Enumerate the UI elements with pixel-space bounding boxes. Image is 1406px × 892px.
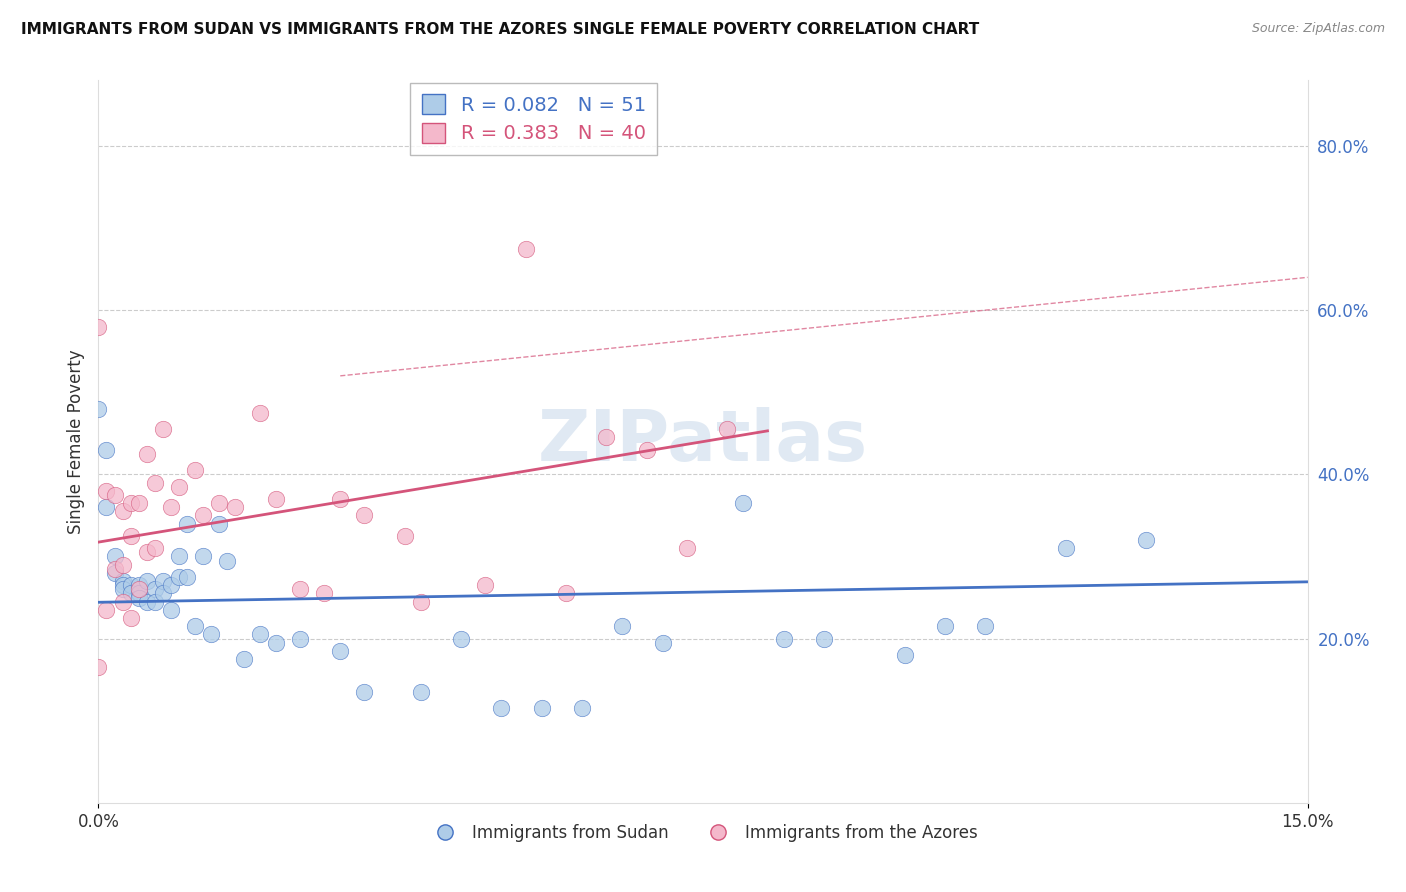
Point: [224, 500, 246, 515]
Point: [120, 496, 142, 510]
Point: [128, 591, 150, 605]
Point: [409, 594, 432, 608]
Point: [515, 242, 537, 256]
Point: [264, 636, 287, 650]
Point: [143, 594, 166, 608]
Point: [733, 496, 755, 510]
Point: [143, 582, 166, 597]
Point: [96, 442, 118, 457]
Point: [96, 603, 118, 617]
Point: [329, 491, 352, 506]
Point: [314, 586, 336, 600]
Point: [152, 586, 174, 600]
Point: [120, 611, 142, 625]
Point: [491, 701, 513, 715]
Point: [813, 632, 835, 646]
Point: [1135, 533, 1157, 547]
Point: [160, 500, 183, 515]
Point: [167, 549, 190, 564]
Point: [111, 574, 134, 588]
Point: [135, 545, 157, 559]
Point: [1054, 541, 1077, 556]
Point: [176, 516, 198, 531]
Point: [103, 566, 125, 580]
Point: [474, 578, 496, 592]
Point: [409, 685, 432, 699]
Point: [152, 574, 174, 588]
Point: [167, 570, 190, 584]
Point: [111, 594, 134, 608]
Point: [217, 553, 239, 567]
Point: [893, 648, 915, 662]
Point: [450, 632, 472, 646]
Point: [249, 406, 271, 420]
Point: [103, 562, 125, 576]
Point: [143, 541, 166, 556]
Point: [120, 529, 142, 543]
Point: [200, 627, 222, 641]
Point: [128, 586, 150, 600]
Point: [135, 447, 157, 461]
Point: [111, 582, 134, 597]
Point: [394, 529, 416, 543]
Point: [208, 516, 231, 531]
Point: [135, 574, 157, 588]
Point: [96, 483, 118, 498]
Point: [160, 578, 183, 592]
Point: [152, 422, 174, 436]
Point: [636, 442, 658, 457]
Point: [288, 582, 311, 597]
Point: [103, 549, 125, 564]
Point: [103, 488, 125, 502]
Point: [595, 430, 617, 444]
Point: [193, 549, 215, 564]
Point: [676, 541, 699, 556]
Point: [111, 558, 134, 572]
Point: [571, 701, 593, 715]
Point: [651, 636, 673, 650]
Point: [353, 508, 375, 523]
Point: [934, 619, 956, 633]
Point: [184, 619, 207, 633]
Text: IMMIGRANTS FROM SUDAN VS IMMIGRANTS FROM THE AZORES SINGLE FEMALE POVERTY CORREL: IMMIGRANTS FROM SUDAN VS IMMIGRANTS FROM…: [21, 22, 980, 37]
Y-axis label: Single Female Poverty: Single Female Poverty: [66, 350, 84, 533]
Point: [193, 508, 215, 523]
Legend: Immigrants from Sudan, Immigrants from the Azores: Immigrants from Sudan, Immigrants from t…: [422, 817, 984, 848]
Text: Source: ZipAtlas.com: Source: ZipAtlas.com: [1251, 22, 1385, 36]
Point: [120, 586, 142, 600]
Point: [143, 475, 166, 490]
Point: [184, 463, 207, 477]
Point: [167, 480, 190, 494]
Point: [128, 496, 150, 510]
Point: [176, 570, 198, 584]
Point: [87, 319, 110, 334]
Point: [329, 644, 352, 658]
Point: [128, 578, 150, 592]
Point: [249, 627, 271, 641]
Point: [128, 582, 150, 597]
Point: [111, 578, 134, 592]
Point: [96, 500, 118, 515]
Point: [135, 594, 157, 608]
Point: [716, 422, 738, 436]
Point: [530, 701, 553, 715]
Point: [111, 504, 134, 518]
Point: [160, 603, 183, 617]
Point: [208, 496, 231, 510]
Point: [87, 660, 110, 674]
Point: [288, 632, 311, 646]
Point: [974, 619, 997, 633]
Point: [232, 652, 254, 666]
Text: ZIPatlas: ZIPatlas: [538, 407, 868, 476]
Point: [353, 685, 375, 699]
Point: [87, 401, 110, 416]
Point: [555, 586, 578, 600]
Point: [612, 619, 634, 633]
Point: [772, 632, 794, 646]
Point: [120, 578, 142, 592]
Point: [264, 491, 287, 506]
